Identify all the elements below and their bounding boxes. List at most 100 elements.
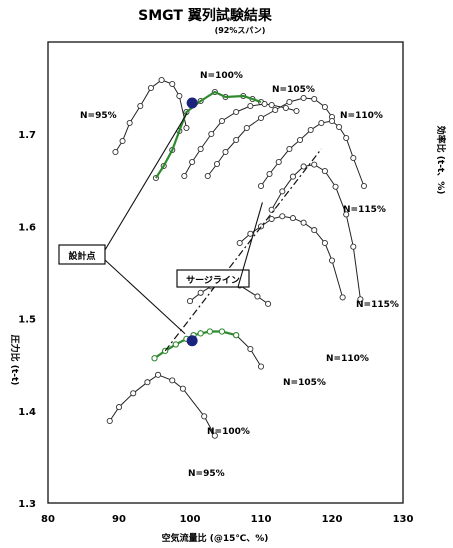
data-point	[169, 377, 176, 384]
x-tick-labels: 80 90 100 110 120 130	[41, 514, 413, 525]
data-point	[293, 107, 300, 115]
data-point	[233, 136, 240, 144]
data-point	[339, 294, 346, 301]
data-point	[112, 148, 119, 156]
data-point	[254, 293, 261, 300]
y-tick-label: 1.6	[18, 222, 36, 233]
data-point	[272, 106, 279, 114]
data-point	[257, 363, 265, 370]
data-point	[154, 371, 162, 378]
data-point	[106, 417, 113, 424]
data-point	[343, 134, 350, 142]
data-point	[126, 119, 133, 127]
pressure-series	[236, 213, 346, 301]
data-point	[213, 160, 221, 168]
data-point	[328, 257, 336, 264]
data-point	[208, 130, 215, 138]
x-tick-label: 100	[180, 514, 201, 525]
design-leader-lower	[104, 259, 186, 335]
data-point	[233, 332, 240, 339]
data-point	[318, 119, 325, 127]
data-point	[300, 219, 307, 226]
speed-label-lower: N=115%	[356, 300, 399, 310]
efficiency-curves	[112, 76, 368, 190]
data-point	[289, 173, 297, 180]
data-point	[181, 172, 188, 180]
data-point	[286, 98, 293, 106]
y-axis-label: 圧力比 (t-t)	[9, 335, 21, 386]
efficiency-series	[257, 117, 368, 190]
data-point	[360, 182, 368, 190]
data-point	[265, 300, 272, 307]
data-point	[169, 80, 176, 88]
data-point	[321, 103, 328, 111]
design-line	[154, 90, 262, 179]
data-point	[311, 227, 318, 234]
pressure-series	[268, 161, 364, 303]
data-point	[247, 230, 254, 237]
series-line	[271, 164, 361, 300]
data-point	[179, 385, 186, 392]
data-point	[311, 161, 318, 168]
design-line-lower	[151, 328, 240, 362]
y-tick-label: 1.7	[18, 130, 36, 141]
data-point	[222, 148, 229, 156]
data-point	[321, 168, 328, 175]
x-axis-label: 空気流量比 (@15℃、%)	[162, 532, 269, 544]
data-point	[206, 328, 213, 335]
data-point	[300, 94, 307, 102]
data-point	[266, 170, 273, 178]
data-point	[357, 296, 364, 303]
data-point	[197, 330, 204, 337]
data-point	[201, 413, 208, 420]
speed-label-lower: N=95%	[188, 469, 225, 479]
data-point	[218, 117, 225, 125]
data-point	[119, 137, 126, 145]
data-point	[247, 345, 254, 353]
data-point	[268, 215, 275, 223]
data-point	[296, 136, 304, 144]
data-point	[275, 158, 282, 166]
x-tick-label: 90	[112, 514, 126, 525]
design-line-upper	[154, 90, 262, 179]
data-point	[130, 390, 137, 397]
speed-label-lower: N=105%	[283, 378, 326, 388]
data-point	[350, 243, 357, 250]
efficiency-series	[181, 100, 300, 180]
speed-label-upper: N=110%	[340, 111, 383, 121]
surge-line-box	[176, 269, 250, 288]
design-point-upper	[186, 97, 198, 109]
x-tick-label: 110	[251, 514, 272, 525]
chart-title: SMGT 翼列試験結果	[138, 7, 273, 24]
design-point-lower	[186, 335, 198, 347]
efficiency-series	[112, 76, 190, 156]
data-point	[279, 213, 286, 220]
data-point	[151, 355, 158, 362]
data-point	[257, 223, 265, 230]
y2-axis-label: 効率比 (t-t、%)	[435, 126, 447, 195]
data-point	[147, 84, 154, 92]
data-point	[115, 404, 123, 411]
efficiency-series	[204, 94, 336, 180]
data-point	[350, 154, 357, 162]
data-point	[343, 211, 350, 218]
surge-line-label: サージライン	[186, 275, 240, 286]
data-point	[189, 158, 196, 166]
data-point	[307, 126, 314, 134]
y-tick-label: 1.4	[18, 407, 36, 418]
x-tick-label: 80	[41, 514, 55, 525]
data-point	[243, 124, 250, 132]
speed-label-upper: N=95%	[80, 111, 117, 121]
data-point	[218, 328, 226, 335]
data-point	[261, 100, 268, 108]
pressure-series	[106, 371, 218, 439]
data-point	[257, 114, 265, 122]
speed-label-lower: N=100%	[207, 427, 250, 437]
data-point	[197, 145, 204, 153]
y-tick-labels: 1.3 1.4 1.5 1.6 1.7	[18, 130, 36, 510]
data-point	[211, 432, 218, 439]
data-point	[332, 183, 339, 190]
x-tick-label: 130	[393, 514, 414, 525]
speed-label-upper: N=105%	[272, 85, 315, 95]
